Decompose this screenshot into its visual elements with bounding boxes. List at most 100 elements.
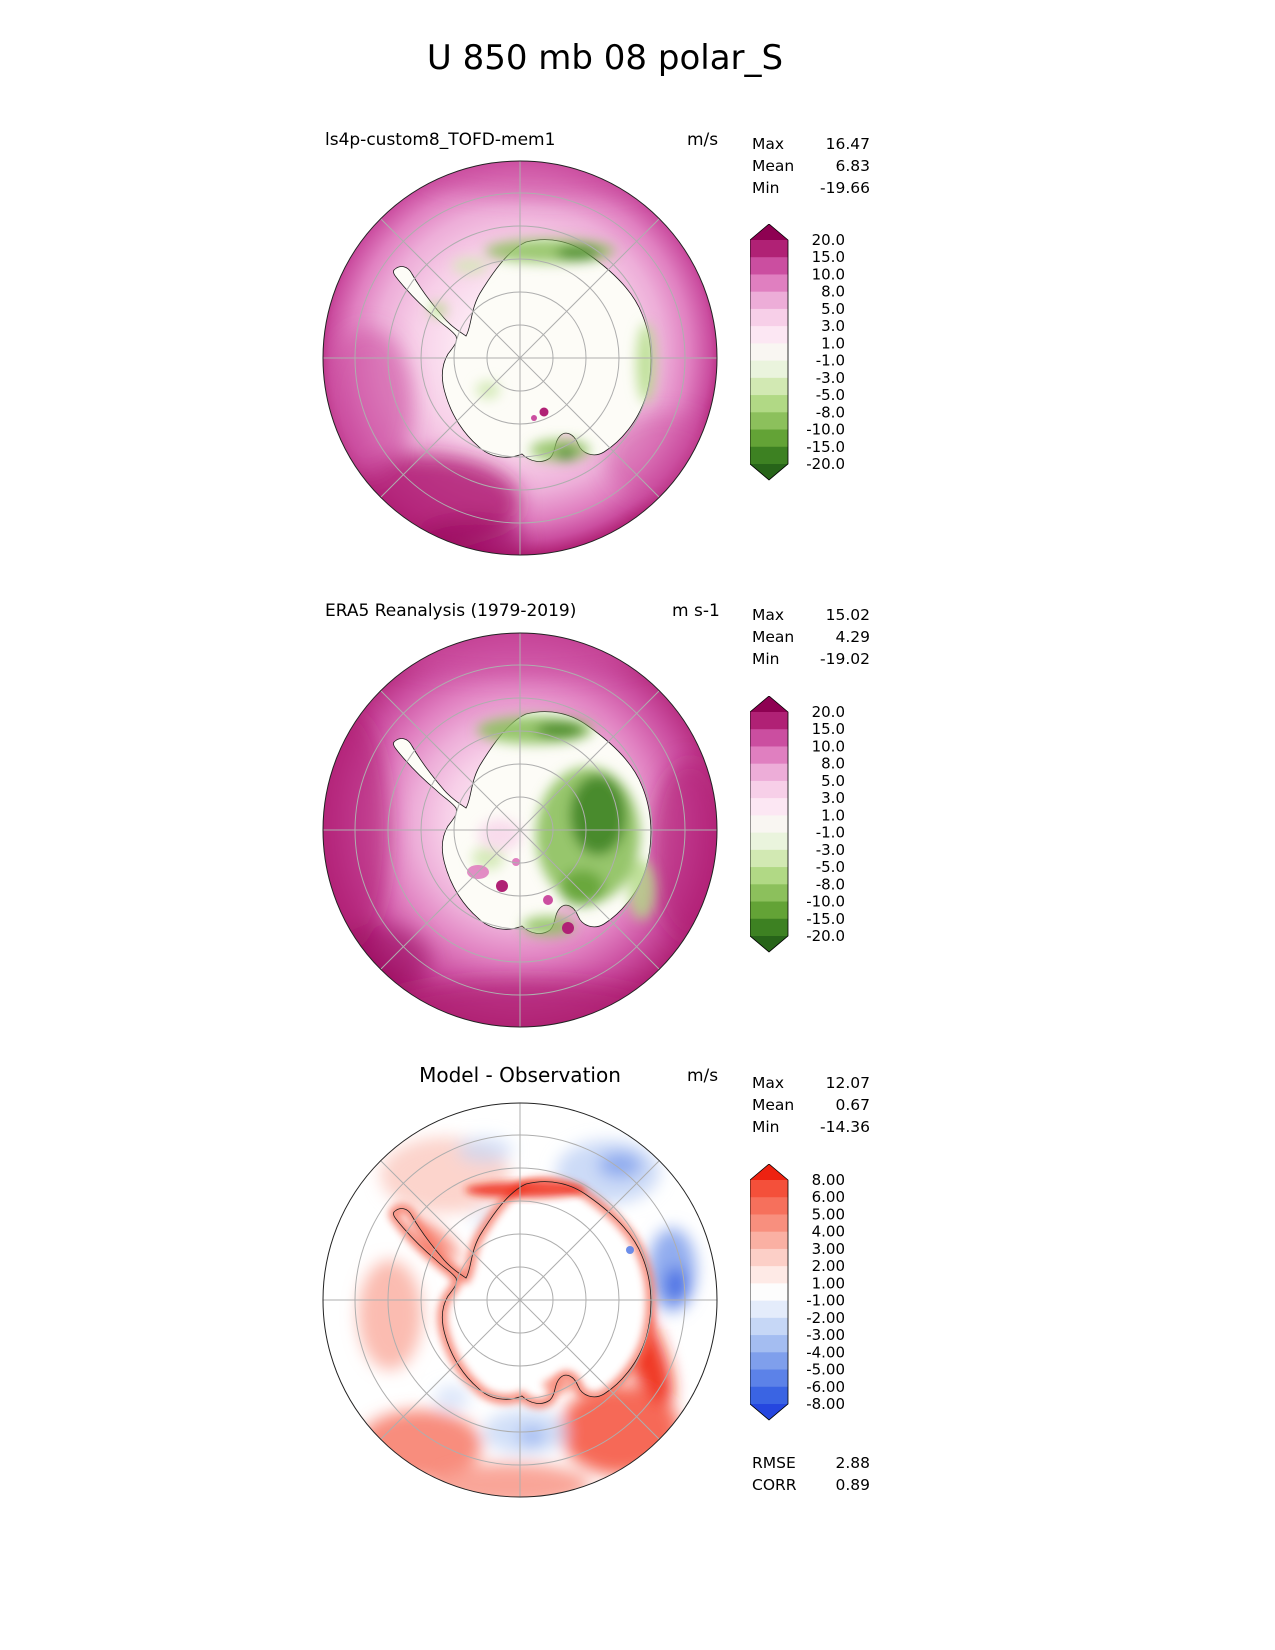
colorbar-segment [750, 1266, 788, 1284]
colorbar-tick-label: -5.00 [806, 1361, 845, 1379]
colorbar-segment [750, 343, 788, 362]
colorbar-tick-label: 1.00 [812, 1274, 845, 1292]
field-blob-blue [665, 1267, 687, 1303]
colorbar-segment [750, 832, 788, 851]
colorbar-arrow-top [750, 224, 788, 240]
colorbar-tick-label: -3.0 [816, 841, 845, 859]
colorbar-tick-label: 5.0 [821, 772, 845, 790]
stat-row-min: Min -19.02 [752, 648, 870, 670]
field-blob [636, 323, 656, 403]
field-blob [452, 258, 488, 274]
colorbar-tick-label: 5.0 [821, 300, 845, 318]
colorbar-panel3: 8.00 6.00 5.00 4.00 3.00 2.00 1.00 -1.00 -2.00 -3… [750, 1164, 900, 1426]
field-blob-blue [457, 1137, 513, 1163]
colorbar-segment [750, 291, 788, 310]
colorbar-segment [750, 1180, 788, 1198]
map3-field [323, 1103, 717, 1497]
colorbar-svg: 8.006.005.004.003.002.001.00-1.00-2.00-3… [750, 1164, 845, 1421]
colorbar-tick-label: -8.0 [816, 403, 845, 421]
stat-row-min: Min -19.66 [752, 177, 870, 199]
graticule-lines [323, 633, 717, 1027]
colorbar-arrow-bottom [750, 1403, 788, 1420]
colorbar-tick-label: 2.00 [812, 1257, 845, 1275]
colorbar-segment [750, 867, 788, 885]
panel1-stats: Max 16.47 Mean 6.83 Min -19.66 [752, 133, 870, 199]
colorbar-segment [750, 429, 788, 448]
colorbar-segment [750, 326, 788, 344]
field-blob [556, 246, 600, 260]
stat-row-rmse: RMSE 2.88 [752, 1452, 870, 1474]
colorbar-tick-label: -15.0 [806, 438, 845, 456]
panel2-label: ERA5 Reanalysis (1979-2019) [325, 601, 577, 621]
colorbar-outline [750, 224, 789, 481]
colorbar-tick-label: 15.0 [812, 720, 845, 738]
colorbar-tick-label: 20.0 [812, 231, 845, 249]
field-blob [536, 722, 584, 738]
colorbar-tick-label: 20.0 [812, 703, 845, 721]
colorbar-segment [750, 257, 788, 276]
map-panel3 [322, 1102, 718, 1498]
colorbar-segment [750, 1369, 788, 1388]
colorbar-panel2: 20.0 15.0 10.0 8.0 5.0 3.0 1.0 -1.0 -3.0 -5.0 -8.0… [750, 696, 900, 958]
stat-label: Mean [752, 1096, 795, 1114]
colorbar-tick-label: 8.0 [821, 283, 845, 301]
colorbar-segment [750, 412, 788, 431]
colorbar-segment [750, 1214, 788, 1233]
colorbar-panel1: 20.0 15.0 10.0 8.0 5.0 3.0 1.0 -1.0 -3.0 -5.0 -8.0… [750, 224, 900, 486]
field-blob-blue [434, 1385, 470, 1411]
panel2-stats: Max 15.02 Mean 4.29 Min -19.02 [752, 604, 870, 670]
colorbar-tick-label: -8.00 [806, 1395, 845, 1413]
figure-title: U 850 mb 08 polar_S [426, 38, 784, 78]
field-blob [556, 448, 576, 460]
panel1-units: m/s [687, 130, 719, 150]
panel3-skill-stats: RMSE 2.88 CORR 0.89 [752, 1452, 870, 1496]
panel3-title: Model - Observation [419, 1063, 621, 1087]
stat-value: 15.02 [825, 606, 870, 624]
colorbar-segment [750, 1197, 788, 1216]
colorbar-tick-label: -5.0 [816, 386, 845, 404]
magenta-spot [496, 880, 508, 892]
stat-label: Mean [752, 628, 795, 646]
colorbar-tick-label: 1.0 [821, 806, 845, 824]
stat-value: -19.02 [820, 650, 870, 668]
colorbar-segment [750, 1231, 788, 1250]
map-panel1 [322, 160, 718, 556]
stat-value: 0.67 [835, 1096, 870, 1114]
colorbar-tick-label: 4.00 [812, 1223, 845, 1241]
colorbar-svg: 20.015.010.08.05.03.01.0-1.0-3.0-5.0-8.0… [750, 696, 845, 953]
colorbar-segment [750, 240, 788, 258]
map-boundary [322, 632, 718, 1028]
colorbar-arrow-bottom [750, 935, 788, 952]
colorbar-segment [750, 1300, 788, 1319]
colorbar-tick-label: -10.0 [806, 421, 845, 439]
map1-field [323, 161, 717, 555]
colorbar-arrow-top [750, 1164, 788, 1180]
colorbar-svg: 20.015.010.08.05.03.01.0-1.0-3.0-5.0-8.0… [750, 224, 845, 481]
map2-field [323, 633, 717, 1027]
stat-row-mean: Mean 6.83 [752, 155, 870, 177]
colorbar-tick-label: -3.00 [806, 1326, 845, 1344]
colorbar-tick-label: 1.0 [821, 334, 845, 352]
map-panel2 [322, 632, 718, 1028]
colorbar-outline [750, 1164, 789, 1421]
stat-value: -14.36 [820, 1118, 870, 1136]
panel3-stats: Max 12.07 Mean 0.67 Min -14.36 [752, 1072, 870, 1138]
colorbar-segment [750, 918, 788, 937]
stat-value: 6.83 [835, 157, 870, 175]
stat-row-max: Max 16.47 [752, 133, 870, 155]
colorbar-tick-label: 3.0 [821, 789, 845, 807]
colorbar-tick-label: 10.0 [812, 737, 845, 755]
colorbar-segment [750, 1335, 788, 1353]
colorbar-tick-label: 6.00 [812, 1188, 845, 1206]
field-blob-blue [598, 1152, 642, 1178]
colorbar-segment [750, 798, 788, 816]
panel3-units: m/s [687, 1066, 719, 1086]
colorbar-segment [750, 446, 788, 465]
stat-label: RMSE [752, 1454, 796, 1472]
magenta-spot [539, 407, 549, 417]
colorbar-tick-label: -1.0 [816, 824, 845, 842]
graticule-lines [323, 161, 717, 555]
stat-label: Max [752, 1074, 785, 1092]
colorbar-tick-label: 3.00 [812, 1240, 845, 1258]
